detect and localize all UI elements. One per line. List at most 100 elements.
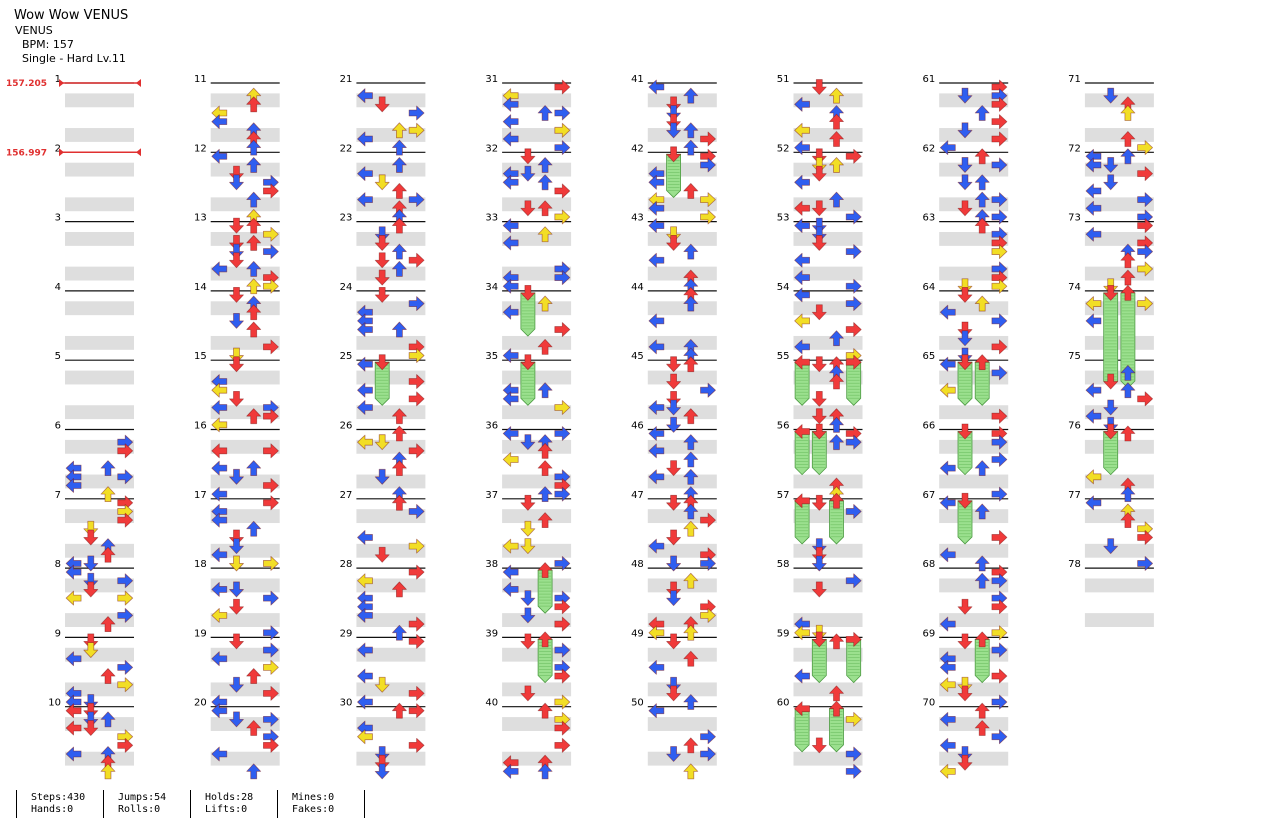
- measure-notes: [648, 633, 699, 710]
- left-arrow-icon: [794, 354, 810, 370]
- down-arrow-icon: [666, 676, 681, 693]
- down-arrow-icon: [957, 157, 973, 173]
- right-arrow-icon: [700, 729, 716, 745]
- left-arrow-icon: [502, 218, 519, 234]
- up-arrow-icon: [391, 157, 407, 173]
- beat-band: [793, 162, 863, 177]
- right-arrow-icon: [408, 192, 425, 208]
- measure-number: 62: [922, 143, 935, 154]
- left-arrow-icon: [211, 261, 228, 277]
- down-arrow-icon: [374, 286, 390, 303]
- measure: 58: [777, 559, 863, 628]
- up-arrow-icon: [537, 442, 553, 459]
- right-arrow-icon: [700, 131, 716, 147]
- beat-band: [793, 93, 863, 108]
- measure-number: 59: [777, 628, 790, 639]
- right-arrow-icon: [991, 339, 1008, 355]
- measure-notes: [502, 284, 571, 363]
- left-arrow-icon: [794, 339, 810, 355]
- beat-band: [502, 543, 572, 558]
- measure-number: 44: [631, 282, 644, 293]
- down-arrow-icon: [520, 685, 536, 702]
- beat-band: [210, 231, 280, 246]
- measure-number: 5: [55, 351, 61, 362]
- right-arrow-icon: [700, 512, 716, 528]
- left-arrow-icon: [939, 763, 956, 779]
- up-arrow-icon: [683, 763, 699, 780]
- measure-number: 55: [777, 351, 790, 362]
- left-arrow-icon: [794, 252, 810, 268]
- measure: 21: [340, 74, 426, 142]
- left-arrow-icon: [939, 495, 956, 511]
- right-arrow-icon: [408, 564, 425, 580]
- right-arrow-icon: [554, 668, 571, 684]
- up-arrow-icon: [391, 243, 407, 260]
- up-arrow-icon: [683, 624, 699, 641]
- beat-band: [1084, 301, 1154, 316]
- left-arrow-icon: [502, 174, 519, 190]
- left-arrow-icon: [794, 218, 810, 234]
- down-arrow-icon: [666, 633, 681, 650]
- up-arrow-icon: [974, 460, 990, 477]
- measure-number: 36: [485, 421, 498, 432]
- measure: 50: [631, 698, 717, 766]
- measure-notes: [1085, 423, 1136, 503]
- fakes-count: Fakes:0: [292, 804, 335, 815]
- up-arrow-icon: [391, 702, 407, 719]
- left-arrow-icon: [794, 96, 810, 112]
- beat-band: [939, 543, 1009, 558]
- up-arrow-icon: [537, 174, 553, 191]
- down-arrow-icon: [1103, 373, 1119, 390]
- left-arrow-icon: [211, 382, 228, 398]
- right-arrow-icon: [262, 625, 279, 641]
- measure-number: 73: [1068, 213, 1081, 224]
- measure: 2: [55, 143, 134, 212]
- left-arrow-icon: [357, 694, 373, 710]
- measure: 30: [340, 698, 426, 766]
- measure-number: 23: [340, 213, 353, 224]
- down-arrow-icon: [520, 633, 536, 650]
- beat-band: [356, 405, 426, 420]
- left-arrow-icon: [357, 131, 373, 147]
- beat-band: [356, 578, 426, 593]
- measure-number: 3: [55, 213, 61, 224]
- up-arrow-icon: [683, 87, 699, 104]
- right-arrow-icon: [554, 122, 571, 138]
- down-arrow-icon: [666, 146, 681, 163]
- right-arrow-icon: [262, 339, 279, 355]
- measure-number: 39: [485, 628, 498, 639]
- beat-band: [793, 197, 863, 212]
- measure-notes: [648, 356, 716, 433]
- measure-notes: [502, 218, 571, 294]
- left-arrow-icon: [648, 659, 665, 675]
- measure: 76: [1068, 421, 1154, 489]
- beat-band: [502, 682, 572, 697]
- measure-number: 64: [922, 282, 935, 293]
- measure-number: 51: [777, 74, 790, 85]
- beat-band: [65, 613, 134, 628]
- measure-number: 21: [340, 74, 353, 85]
- down-arrow-icon: [957, 122, 973, 139]
- measure-number: 4: [55, 282, 61, 293]
- right-arrow-icon: [117, 608, 134, 623]
- beat-band: [210, 647, 280, 662]
- down-arrow-icon: [83, 694, 99, 710]
- measure: 8: [55, 559, 134, 628]
- right-arrow-icon: [700, 608, 716, 623]
- measure-notes: [357, 354, 425, 425]
- beat-band: [793, 335, 863, 350]
- left-arrow-icon: [211, 582, 228, 597]
- right-arrow-icon: [1137, 296, 1153, 311]
- left-arrow-icon: [357, 434, 373, 450]
- down-arrow-icon: [811, 356, 827, 373]
- down-arrow-icon: [520, 434, 536, 451]
- right-arrow-icon: [408, 504, 425, 519]
- right-arrow-icon: [408, 634, 425, 649]
- down-arrow-icon: [229, 356, 244, 373]
- beat-band: [793, 682, 863, 697]
- down-arrow-icon: [374, 434, 390, 451]
- up-arrow-icon: [1120, 364, 1136, 381]
- up-arrow-icon: [683, 356, 699, 373]
- right-arrow-icon: [991, 434, 1008, 450]
- down-arrow-icon: [83, 572, 99, 589]
